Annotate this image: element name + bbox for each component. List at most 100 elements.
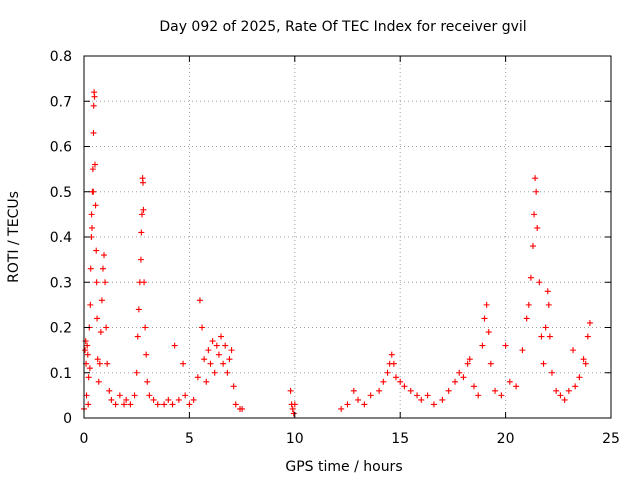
data-point	[492, 387, 499, 394]
data-point	[239, 405, 246, 412]
data-point	[171, 342, 178, 349]
data-point	[220, 360, 227, 367]
data-point	[84, 342, 91, 349]
data-point	[344, 401, 351, 408]
data-point	[84, 351, 91, 358]
data-point	[523, 315, 530, 322]
data-point	[407, 387, 414, 394]
data-point	[466, 356, 473, 363]
data-point	[90, 102, 97, 109]
x-axis-label: GPS time / hours	[285, 459, 402, 475]
data-point	[161, 401, 168, 408]
data-point	[186, 401, 193, 408]
data-point	[390, 360, 397, 367]
x-tick-label: 20	[497, 431, 515, 447]
x-tick-label: 10	[286, 431, 304, 447]
data-point	[228, 347, 235, 354]
data-point	[376, 387, 383, 394]
data-point	[135, 306, 142, 313]
data-point	[106, 387, 113, 394]
data-point	[460, 374, 467, 381]
data-point	[397, 378, 404, 385]
data-point	[584, 333, 591, 340]
data-point	[140, 206, 147, 213]
data-point	[82, 347, 89, 354]
data-point	[418, 396, 425, 403]
data-point	[570, 347, 577, 354]
data-point	[101, 252, 108, 259]
data-point	[487, 360, 494, 367]
data-point	[182, 392, 189, 399]
y-tick-label: 0.6	[50, 140, 72, 156]
data-point	[138, 229, 145, 236]
data-point	[380, 378, 387, 385]
data-point	[194, 374, 201, 381]
data-point	[481, 315, 488, 322]
data-point	[213, 342, 220, 349]
data-point	[88, 211, 95, 218]
data-point	[142, 324, 149, 331]
data-point	[424, 392, 431, 399]
data-point	[226, 356, 233, 363]
data-point	[361, 401, 368, 408]
data-point	[367, 392, 374, 399]
x-tick-label: 5	[185, 431, 194, 447]
data-point	[414, 392, 421, 399]
data-point	[470, 383, 477, 390]
data-point	[169, 401, 176, 408]
data-point	[140, 179, 147, 186]
x-tick-label: 15	[391, 431, 409, 447]
data-point	[215, 351, 222, 358]
y-tick-label: 0.5	[50, 185, 72, 201]
data-point	[90, 129, 97, 136]
data-point	[222, 342, 229, 349]
data-point	[224, 369, 231, 376]
data-point	[355, 396, 362, 403]
data-point	[89, 224, 96, 231]
data-point	[392, 374, 399, 381]
data-point	[232, 401, 239, 408]
data-point	[580, 356, 587, 363]
data-point	[97, 329, 104, 336]
data-point	[218, 333, 225, 340]
data-point	[565, 387, 572, 394]
data-point	[338, 405, 345, 412]
data-point	[211, 369, 218, 376]
data-point	[87, 265, 94, 272]
data-point	[401, 383, 408, 390]
data-point	[350, 387, 357, 394]
data-point	[557, 392, 564, 399]
y-tick-label: 0.2	[50, 321, 72, 337]
data-point	[86, 365, 93, 372]
data-point	[196, 297, 203, 304]
data-point	[553, 387, 560, 394]
data-point	[102, 279, 109, 286]
data-point	[85, 374, 92, 381]
data-point	[538, 333, 545, 340]
x-tick-label: 25	[602, 431, 620, 447]
data-point	[91, 161, 98, 168]
data-point	[576, 374, 583, 381]
data-point	[93, 247, 100, 254]
data-point	[89, 166, 96, 173]
data-point	[513, 383, 520, 390]
data-point	[98, 297, 105, 304]
y-tick-label: 0.1	[50, 366, 72, 382]
data-point	[545, 301, 552, 308]
data-point	[205, 347, 212, 354]
data-point	[121, 401, 128, 408]
data-point	[165, 396, 172, 403]
data-point	[287, 387, 294, 394]
data-point	[94, 315, 101, 322]
x-tick-label: 0	[80, 431, 89, 447]
data-point	[506, 378, 513, 385]
plot-frame	[83, 55, 612, 419]
data-point	[190, 396, 197, 403]
data-point	[572, 383, 579, 390]
y-tick-label: 0	[63, 411, 72, 427]
data-point	[201, 356, 208, 363]
data-point	[456, 369, 463, 376]
y-axis-label: ROTI / TECUs	[6, 191, 22, 283]
data-point	[209, 338, 216, 345]
data-point	[527, 274, 534, 281]
